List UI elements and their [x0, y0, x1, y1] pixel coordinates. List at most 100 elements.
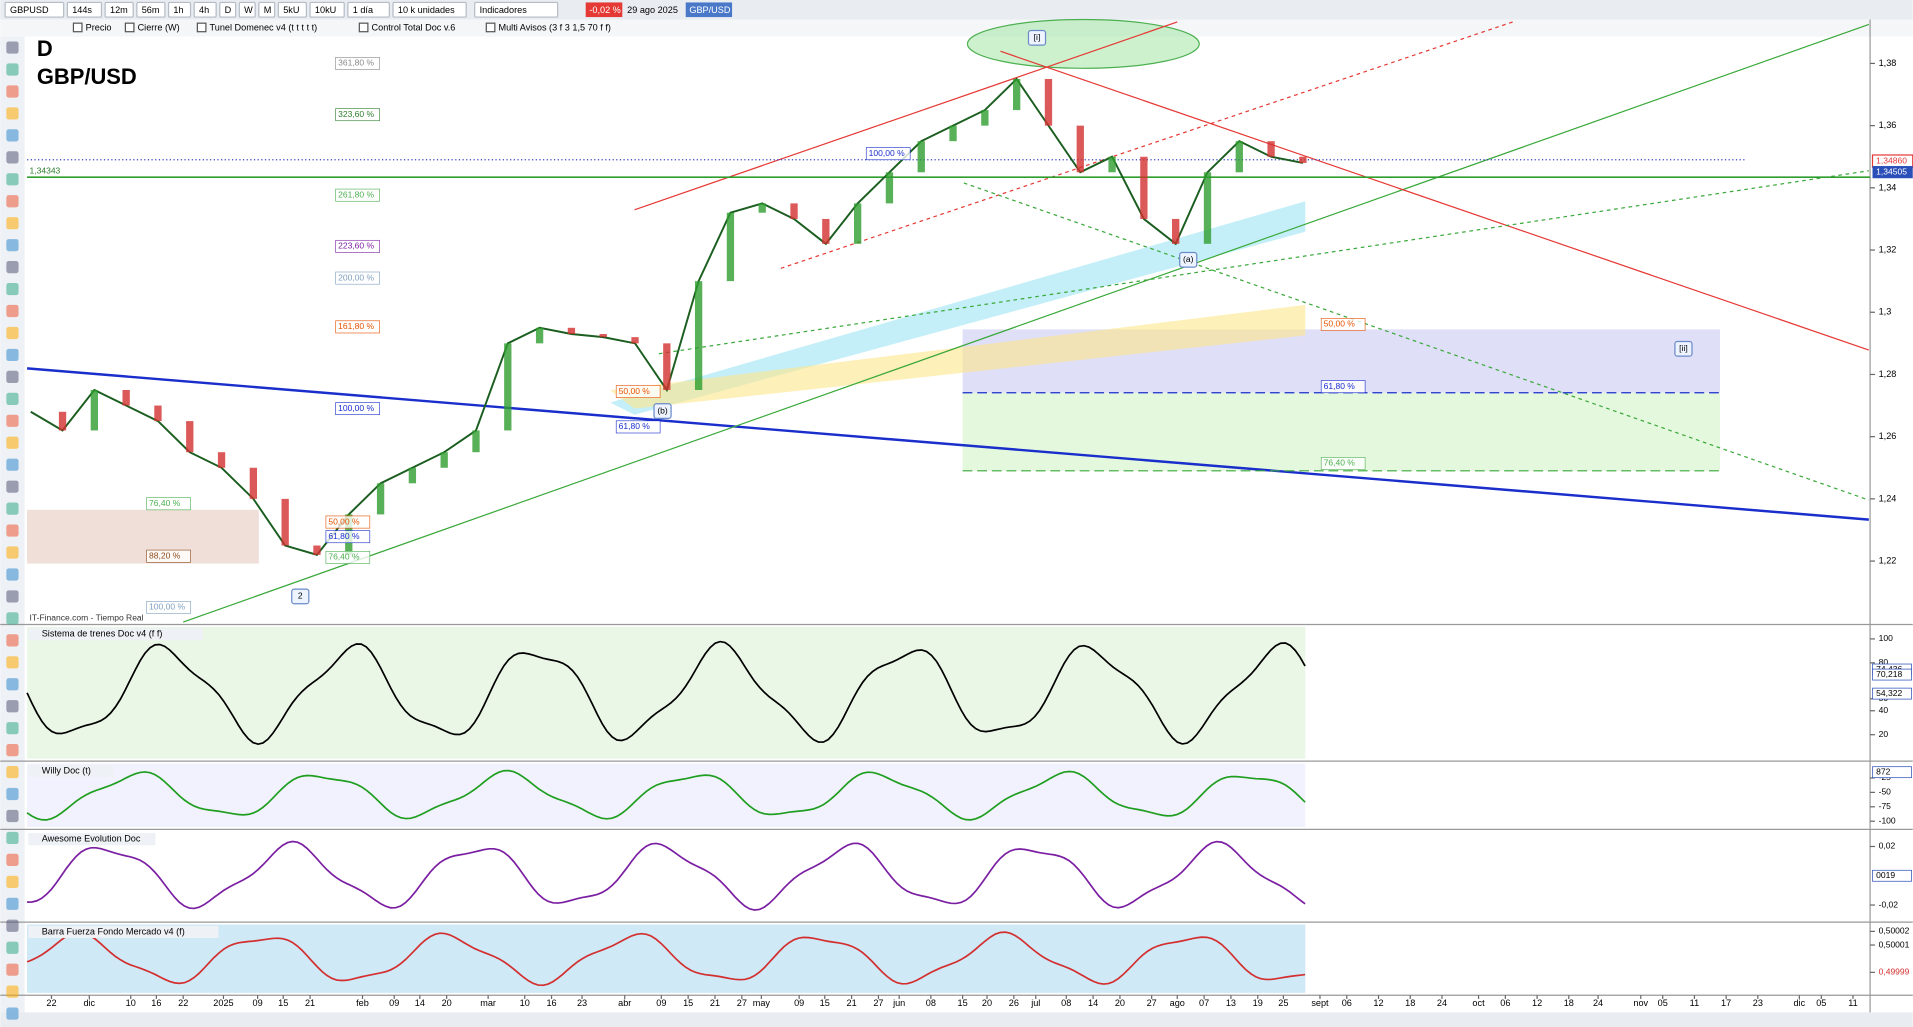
legend-label[interactable]: Tunel Domenec v4 (t t t t t): [210, 22, 318, 32]
wave-label: [ii]: [1679, 343, 1688, 353]
toolbar-button[interactable]: [277, 1, 308, 18]
legend-swatch[interactable]: [358, 22, 369, 33]
tool-icon[interactable]: [6, 370, 19, 383]
toolbar-label[interactable]: GBPUSD: [10, 5, 49, 15]
date-label: 16: [546, 998, 556, 1008]
date-label: 15: [683, 998, 693, 1008]
legend-label[interactable]: Multi Avisos (3 f 3 1,5 70 f f): [498, 22, 610, 32]
tool-icon[interactable]: [6, 414, 19, 427]
date-label: 16: [151, 998, 161, 1008]
tool-icon[interactable]: [6, 524, 19, 537]
toolbar-label[interactable]: 12m: [110, 5, 128, 15]
toolbar-label[interactable]: 1 día: [353, 5, 374, 15]
tool-icon[interactable]: [6, 678, 19, 691]
toolbar-button[interactable]: [66, 1, 103, 18]
tool-icon[interactable]: [6, 107, 19, 120]
tool-icon[interactable]: [6, 151, 19, 164]
tool-icon[interactable]: [6, 502, 19, 515]
tool-icon[interactable]: [6, 348, 19, 362]
panel-tag: [1872, 766, 1912, 779]
date-label: 15: [958, 998, 968, 1008]
tool-icon[interactable]: [6, 239, 19, 252]
tool-icon[interactable]: [6, 787, 19, 801]
tool-icon[interactable]: [6, 282, 19, 296]
tool-icon[interactable]: [6, 217, 19, 230]
tool-icon[interactable]: [6, 919, 19, 932]
toolbar-label[interactable]: W: [244, 5, 253, 15]
toolbar-button[interactable]: [309, 1, 345, 18]
tool-icon[interactable]: [6, 985, 19, 998]
toolbar-label[interactable]: 10 k unidades: [398, 5, 455, 15]
tool-icon[interactable]: [6, 722, 19, 735]
tool-icon[interactable]: [6, 809, 19, 823]
date-label: 18: [1405, 998, 1415, 1008]
wave-box: [291, 588, 310, 605]
tool-icon[interactable]: [6, 897, 19, 910]
legend-swatch[interactable]: [124, 22, 135, 33]
legend-label[interactable]: Control Total Doc v.6: [372, 22, 456, 32]
tool-icon[interactable]: [6, 831, 19, 845]
legend-swatch[interactable]: [196, 22, 207, 33]
tool-icon[interactable]: [6, 765, 19, 779]
toolbar-button[interactable]: [193, 1, 217, 18]
toolbar-button[interactable]: [219, 1, 237, 18]
toolbar-button[interactable]: [104, 1, 134, 18]
panel-tag-label: 0019: [1876, 870, 1895, 880]
tool-icon[interactable]: [6, 1007, 19, 1020]
toolbar-button[interactable]: [238, 1, 256, 18]
legend-swatch[interactable]: [72, 22, 83, 33]
tool-icon[interactable]: [6, 656, 19, 669]
tool-icon[interactable]: [6, 744, 19, 757]
tool-icon[interactable]: [6, 853, 19, 866]
legend-label[interactable]: Cierre (W): [138, 22, 180, 32]
toolbar-label[interactable]: 10kU: [315, 5, 336, 15]
tool-icon[interactable]: [6, 326, 19, 340]
toolbar-button[interactable]: [4, 1, 65, 18]
date-label: 14: [1088, 998, 1098, 1008]
tool-icon[interactable]: [6, 568, 19, 581]
tool-icon[interactable]: [6, 436, 19, 449]
tool-icon[interactable]: [6, 63, 19, 76]
toolbar-button[interactable]: [167, 1, 192, 18]
tool-icon[interactable]: [6, 392, 19, 405]
candle: [1299, 156, 1307, 163]
tool-icon[interactable]: [6, 634, 19, 647]
tool-icon[interactable]: [6, 963, 19, 976]
tool-icon[interactable]: [6, 458, 19, 471]
legend-swatch[interactable]: [485, 22, 496, 33]
legend-label[interactable]: Precio: [86, 22, 112, 32]
toolbar-button[interactable]: [474, 1, 559, 18]
tool-icon[interactable]: [6, 261, 19, 274]
y-tick-label: 1,32: [1879, 244, 1897, 254]
tool-icon[interactable]: [6, 700, 19, 713]
tool-icon[interactable]: [6, 941, 19, 954]
tool-icon[interactable]: [6, 41, 19, 54]
toolbar-label[interactable]: 1h: [173, 5, 183, 15]
date-label: 27: [873, 998, 883, 1008]
tool-icon[interactable]: [6, 875, 19, 888]
toolbar-button[interactable]: [258, 1, 276, 18]
toolbar-label[interactable]: M: [264, 5, 272, 15]
toolbar-label[interactable]: Indicadores: [480, 5, 528, 15]
toolbar-label[interactable]: 56m: [142, 5, 160, 15]
tool-icon[interactable]: [6, 612, 19, 625]
toolbar-button[interactable]: [392, 1, 467, 18]
candle: [1203, 172, 1212, 244]
tool-icon[interactable]: [6, 195, 19, 208]
toolbar-label[interactable]: D: [225, 5, 232, 15]
fib-label: 76,40 %: [1324, 458, 1356, 468]
toolbar-label[interactable]: 4h: [199, 5, 209, 15]
date-label: 06: [1500, 998, 1510, 1008]
tool-icon[interactable]: [6, 546, 19, 559]
tool-icon[interactable]: [6, 590, 19, 603]
tool-icon[interactable]: [6, 173, 19, 186]
tool-icon[interactable]: [6, 129, 19, 142]
toolbar-label[interactable]: 5kU: [283, 5, 299, 15]
toolbar-label[interactable]: 144s: [72, 5, 92, 15]
date-label: 08: [1061, 998, 1071, 1008]
toolbar-button[interactable]: [347, 1, 390, 18]
tool-icon[interactable]: [6, 480, 19, 493]
toolbar-button[interactable]: [136, 1, 166, 18]
tool-icon[interactable]: [6, 85, 19, 98]
tool-icon[interactable]: [6, 304, 19, 318]
